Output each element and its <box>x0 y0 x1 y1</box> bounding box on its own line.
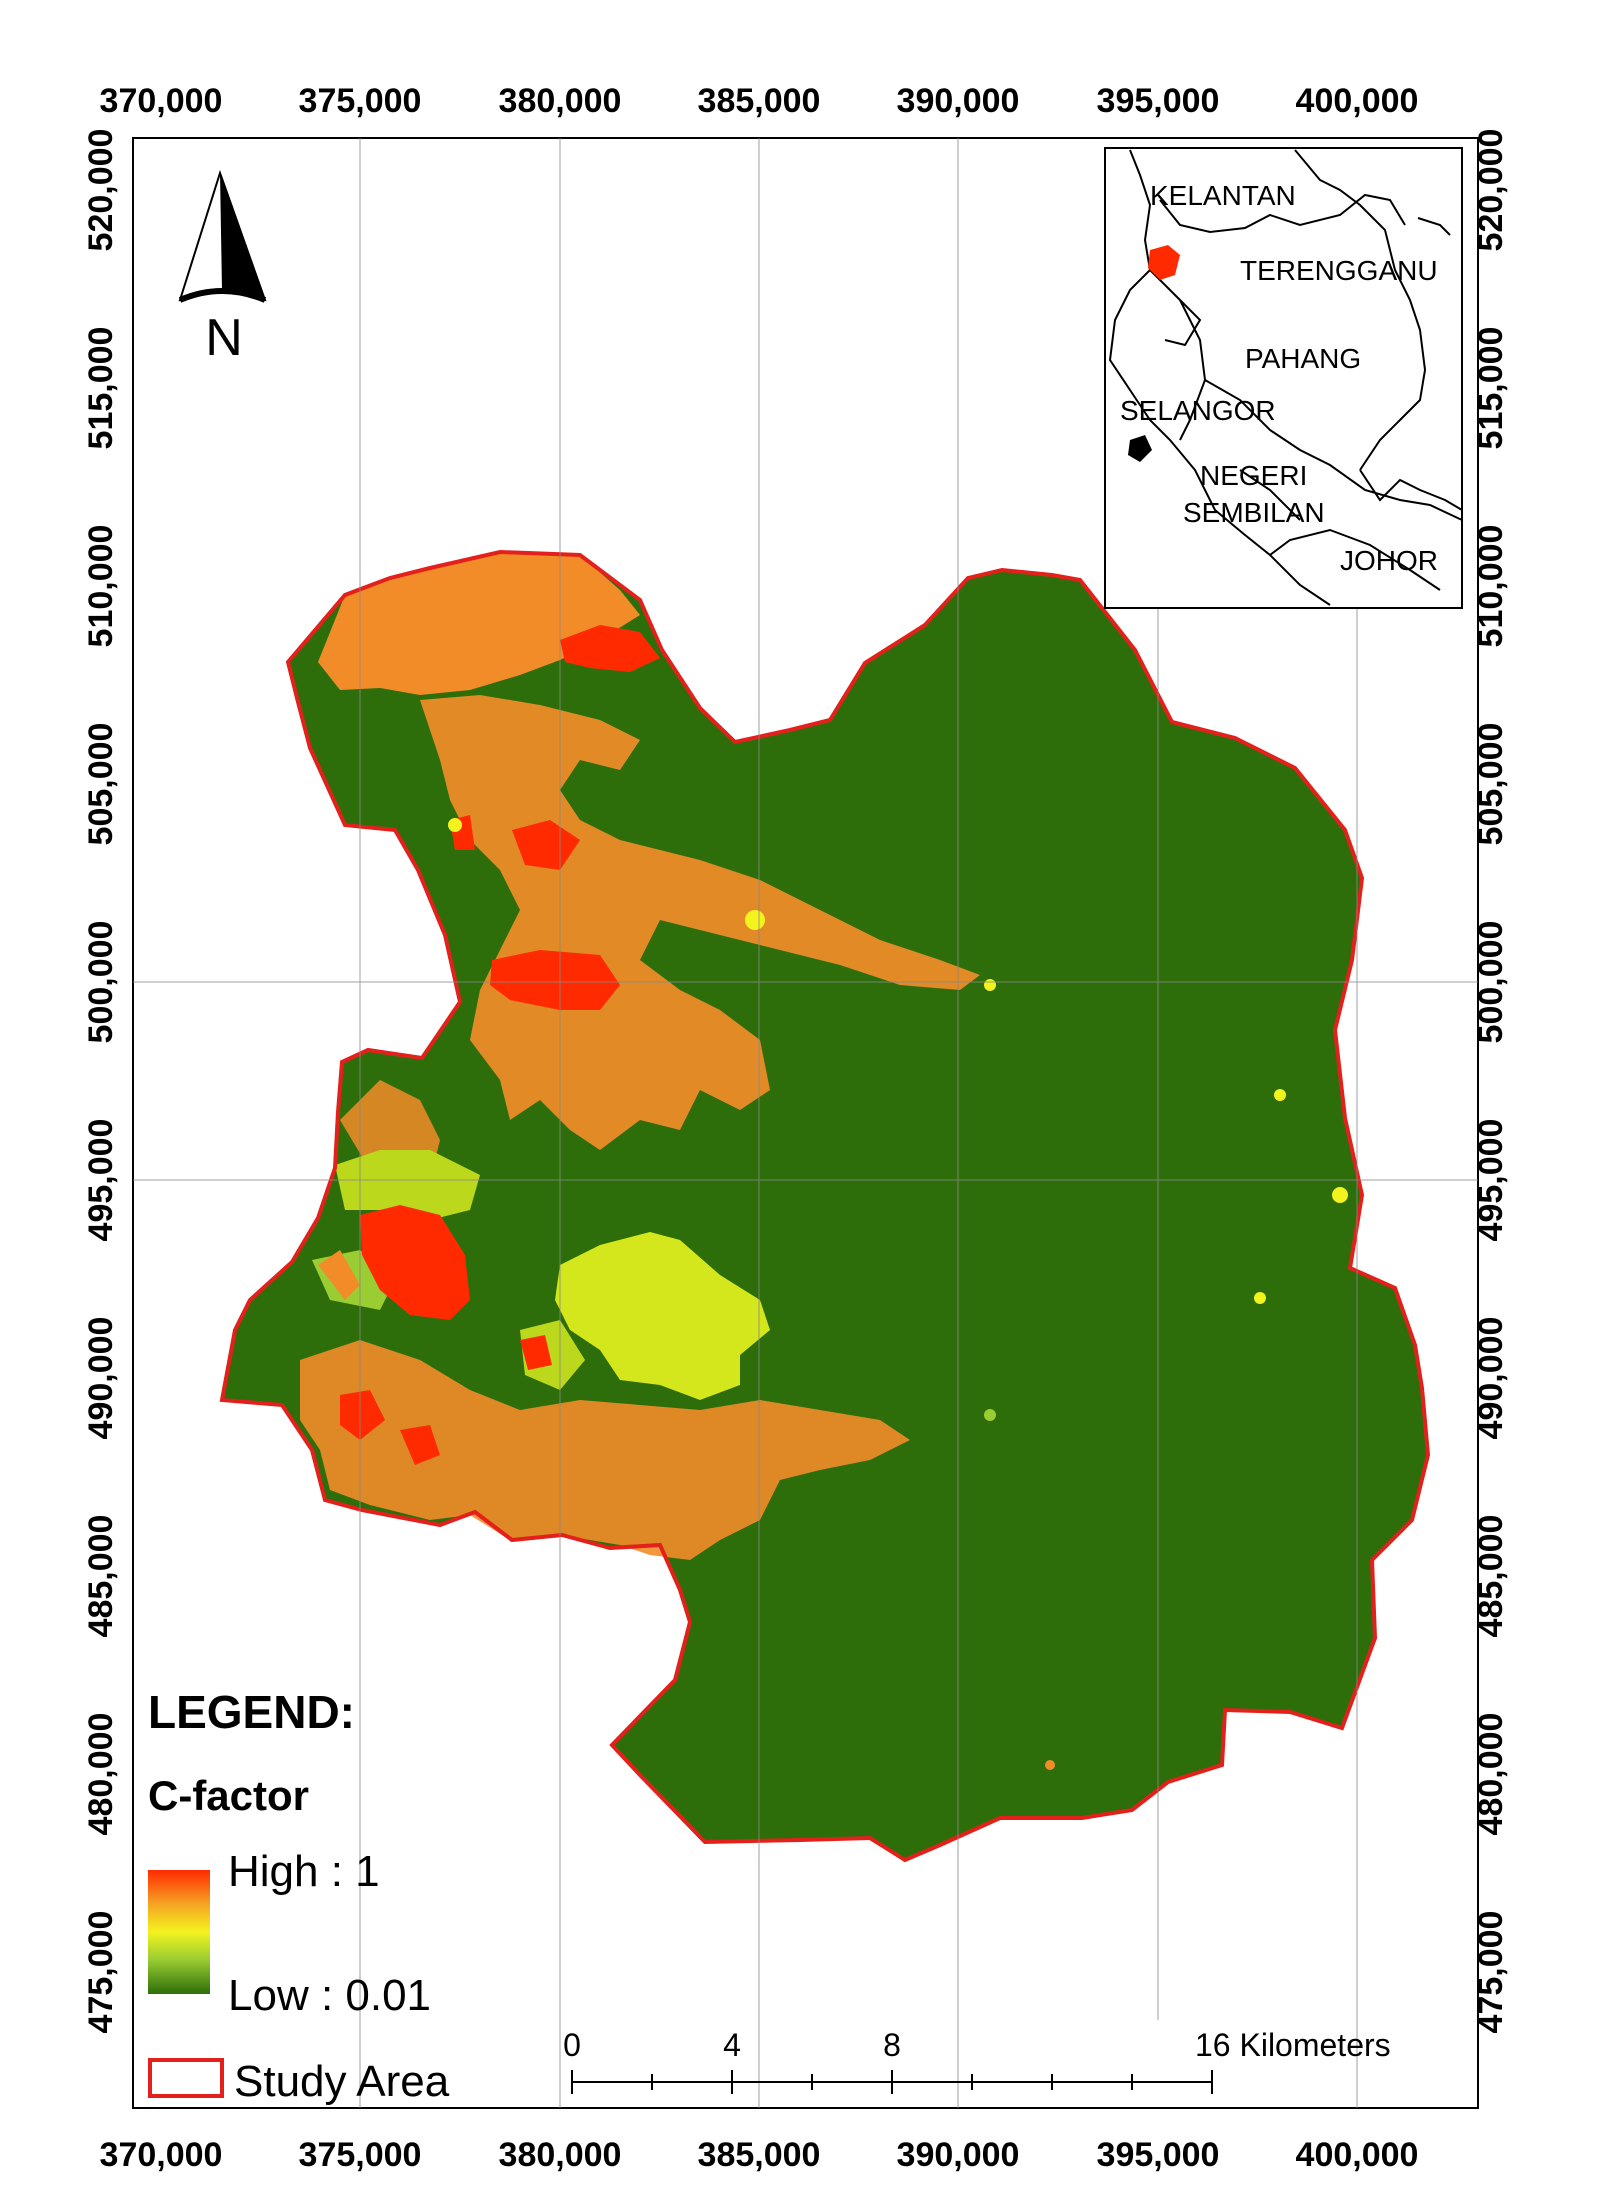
study-area-boundary <box>219 549 1431 1863</box>
y-tick-right-label: 475,000 <box>1472 1911 1510 2034</box>
yellow-speck <box>1332 1187 1348 1203</box>
y-tick-left-label: 500,000 <box>82 921 120 1044</box>
x-tick-top-label: 390,000 <box>897 82 1020 120</box>
x-tick-bottom-label: 380,000 <box>499 2136 622 2174</box>
map-frame <box>132 137 1479 2109</box>
scale-label: 4 <box>723 2027 741 2063</box>
legend-high-label: High : 1 <box>228 1847 380 1896</box>
yellow-speck <box>1274 1089 1286 1101</box>
yellow-speck <box>448 818 462 832</box>
x-tick-bottom-label: 400,000 <box>1296 2136 1419 2174</box>
scale-ticks <box>571 2070 1213 2094</box>
graticule <box>133 138 1478 2108</box>
x-tick-top-label: 385,000 <box>698 82 821 120</box>
y-tick-right-label: 485,000 <box>1472 1515 1510 1638</box>
y-tick-right-label: 495,000 <box>1472 1119 1510 1242</box>
x-tick-top-label: 375,000 <box>299 82 422 120</box>
scale-label: 0 <box>563 2027 581 2063</box>
x-tick-bottom-label: 385,000 <box>698 2136 821 2174</box>
y-tick-left-label: 475,000 <box>82 1911 120 2034</box>
c-factor-raster <box>219 549 1431 1863</box>
north-arrow-half <box>220 173 265 300</box>
yellow-speck <box>984 979 996 991</box>
yellow-speck <box>1254 1292 1266 1304</box>
y-tick-left-label: 485,000 <box>82 1515 120 1638</box>
low-mid-patch <box>335 1150 480 1220</box>
y-tick-left-label: 495,000 <box>82 1119 120 1242</box>
y-tick-left-label: 505,000 <box>82 723 120 846</box>
inset-study-area <box>1148 245 1180 280</box>
y-axis-right-labels: 520,000 515,000 510,000 505,000 500,000 … <box>1472 129 1510 2034</box>
inset-label-negeri: NEGERI <box>1200 460 1307 491</box>
x-tick-bottom-label: 395,000 <box>1097 2136 1220 2174</box>
inset-label-johor: JOHOR <box>1340 545 1438 576</box>
y-tick-left-label: 480,000 <box>82 1713 120 1836</box>
inset-map: KELANTAN TERENGGANU PAHANG SELANGOR NEGE… <box>1104 147 1463 609</box>
scale-label: 8 <box>883 2027 901 2063</box>
high-patch <box>340 1390 385 1440</box>
orange-speck <box>1045 1760 1055 1770</box>
y-axis-left-labels: 520,000 515,000 510,000 505,000 500,000 … <box>82 129 120 2034</box>
y-tick-right-label: 500,000 <box>1472 921 1510 1044</box>
y-tick-left-label: 520,000 <box>82 129 120 252</box>
high-patch <box>520 1335 552 1370</box>
legend-low-label: Low : 0.01 <box>228 1971 431 2020</box>
y-tick-right-label: 520,000 <box>1472 129 1510 252</box>
scale-bar: 0 4 8 16 Kilometers <box>563 2027 1391 2094</box>
inset-label-kelantan: KELANTAN <box>1150 180 1296 211</box>
north-arrow-base <box>178 288 267 303</box>
study-area-swatch <box>148 2058 224 2098</box>
y-tick-left-label: 490,000 <box>82 1317 120 1440</box>
x-tick-top-label: 380,000 <box>499 82 622 120</box>
legend: LEGEND: C-factor High : 1 Low : 0.01 Stu… <box>148 1686 450 2106</box>
yellow-speck <box>984 1409 996 1421</box>
legend-study-area-label: Study Area <box>234 2057 450 2106</box>
x-tick-bottom-label: 370,000 <box>100 2136 223 2174</box>
high-patch <box>560 625 660 672</box>
inset-frame <box>1104 147 1463 609</box>
x-tick-top-label: 395,000 <box>1097 82 1220 120</box>
x-axis-top-labels: 370,000 375,000 380,000 385,000 390,000 … <box>100 82 1419 120</box>
north-arrow: N <box>178 169 267 367</box>
high-patch <box>512 820 580 870</box>
y-tick-right-label: 510,000 <box>1472 525 1510 648</box>
x-tick-top-label: 400,000 <box>1296 82 1419 120</box>
high-patch <box>490 950 620 1010</box>
scale-label: 16 Kilometers <box>1195 2027 1391 2063</box>
high-patch <box>400 1425 440 1465</box>
low-mid-patch <box>555 1232 770 1400</box>
inset-label-selangor: SELANGOR <box>1120 395 1276 426</box>
north-label: N <box>205 309 243 367</box>
y-tick-right-label: 490,000 <box>1472 1317 1510 1440</box>
legend-subtitle: C-factor <box>148 1772 309 1819</box>
yellow-speck <box>745 910 765 930</box>
y-tick-right-label: 515,000 <box>1472 327 1510 450</box>
inset-label-terengganu: TERENGGANU <box>1240 255 1438 286</box>
orange-wedge <box>318 1250 360 1300</box>
x-tick-top-label: 370,000 <box>100 82 223 120</box>
high-patch <box>360 1205 470 1320</box>
x-tick-bottom-label: 390,000 <box>897 2136 1020 2174</box>
y-tick-left-label: 510,000 <box>82 525 120 648</box>
inset-selangor-mark <box>1128 435 1152 462</box>
y-tick-right-label: 505,000 <box>1472 723 1510 846</box>
legend-title: LEGEND: <box>148 1686 355 1738</box>
c-factor-color-ramp <box>148 1870 210 1994</box>
inset-label-sembilan: SEMBILAN <box>1183 497 1325 528</box>
orange-band-lower <box>300 1340 910 1560</box>
x-axis-bottom-labels: 370,000 375,000 380,000 385,000 390,000 … <box>100 2136 1419 2174</box>
x-tick-bottom-label: 375,000 <box>299 2136 422 2174</box>
y-tick-right-label: 480,000 <box>1472 1713 1510 1836</box>
y-tick-left-label: 515,000 <box>82 327 120 450</box>
inset-label-pahang: PAHANG <box>1245 343 1361 374</box>
